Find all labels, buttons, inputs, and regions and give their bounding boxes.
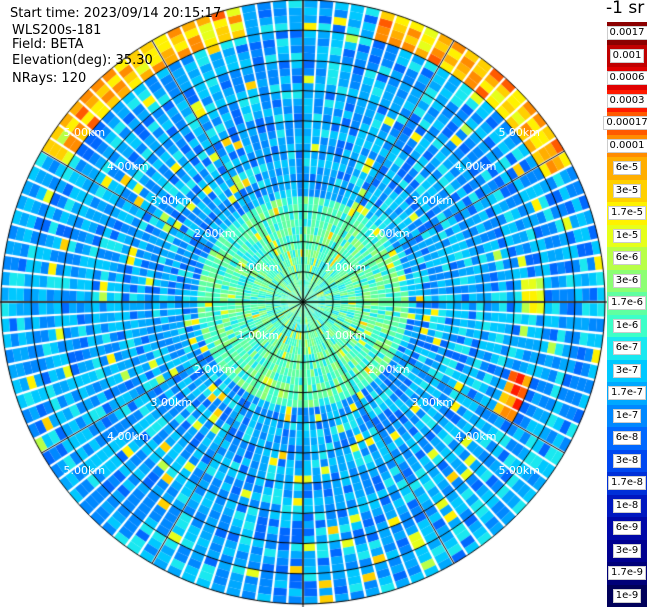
colorbar-tick-label: 0.00017	[603, 116, 647, 131]
colorbar-tick-label: 6e-7	[612, 341, 642, 356]
colorbar-cell: 1e-9	[607, 584, 647, 607]
range-ring-label: 4.00km	[107, 430, 149, 444]
range-ring-label: 1.00km	[237, 261, 280, 275]
range-ring-label: 3.00km	[150, 396, 193, 410]
colorbar-tick-label: 6e-9	[612, 521, 642, 536]
instrument-label: WLS200s-181	[12, 23, 102, 38]
colorbar-tick-label: 3e-6	[612, 273, 642, 288]
colorbar-cell: 0.00017	[603, 112, 647, 135]
range-ring-label: 3.00km	[150, 193, 193, 207]
colorbar-tick-label: 1.7e-8	[607, 476, 647, 491]
colorbar-cell: 0.0001	[606, 134, 647, 157]
range-ring-label: 2.00km	[194, 227, 236, 241]
colorbar-cell: 6e-5	[607, 157, 647, 180]
colorbar-tick-label: 0.001	[609, 48, 645, 63]
nrays-label: NRays: 120	[12, 71, 87, 86]
start-time-label: Start time: 2023/09/14 20:15:17	[10, 6, 222, 21]
colorbar-tick-label: 1.7e-7	[607, 386, 647, 401]
colorbar-cell: 6e-6	[607, 247, 647, 270]
colorbar-cell: 1e-8	[607, 494, 647, 517]
colorbar-tick-label: 1.7e-9	[607, 566, 647, 581]
range-ring-label: 4.00km	[454, 159, 497, 173]
range-ring-label: 3.00km	[411, 396, 454, 410]
colorbar-title: -1 sr	[606, 0, 645, 18]
range-ring-label: 3.00km	[411, 193, 454, 207]
range-ring-label: 1.00km	[237, 328, 280, 342]
colorbar-tick-label: 1e-7	[612, 408, 642, 423]
range-ring-label: 5.00km	[498, 464, 541, 478]
colorbar-cell: 1e-6	[607, 314, 647, 337]
colorbar-tick-label: 1e-5	[612, 228, 642, 243]
colorbar-cell: 1.7e-6	[607, 292, 647, 315]
colorbar-tick-label: 1e-9	[612, 588, 642, 603]
colorbar-tick-label: 6e-6	[612, 251, 642, 266]
colorbar-tick-label: 6e-8	[612, 431, 642, 446]
range-ring-label: 4.00km	[107, 159, 149, 173]
colorbar-cell: 3e-6	[607, 269, 647, 292]
colorbar-cell: 1.7e-5	[607, 202, 647, 225]
colorbar-cell: 1e-7	[607, 404, 647, 427]
colorbar-cell: 0.0003	[606, 89, 647, 112]
colorbar-cell: 0.0006	[606, 67, 647, 90]
colorbar-cell: 1.7e-8	[607, 472, 647, 495]
colorbar-cell: 0.0017	[606, 22, 647, 45]
colorbar-cell: 1e-5	[607, 224, 647, 247]
ppi-scan-plot	[0, 0, 607, 607]
range-ring-label: 5.00km	[63, 125, 106, 139]
colorbar-tick-label: 1e-8	[612, 498, 642, 513]
colorbar-cell: 6e-9	[607, 517, 647, 540]
range-ring-label: 2.00km	[194, 362, 236, 376]
range-ring-label: 5.00km	[498, 125, 541, 139]
colorbar-tick-label: 6e-5	[612, 161, 642, 176]
range-ring-label: 2.00km	[367, 227, 410, 241]
colorbar-tick-label: 1.7e-5	[607, 206, 647, 221]
colorbar-tick-label: 1.7e-6	[607, 296, 647, 311]
colorbar-cell: 3e-8	[607, 449, 647, 472]
range-ring-label: 4.00km	[454, 430, 497, 444]
colorbar-cell: 6e-7	[607, 337, 647, 360]
colorbar-tick-label: 0.0001	[606, 138, 647, 153]
range-ring-label: 5.00km	[63, 464, 106, 478]
colorbar-tick-label: 0.0017	[606, 26, 647, 41]
colorbar-cell: 6e-8	[607, 427, 647, 450]
colorbar-tick-label: 3e-8	[612, 453, 642, 468]
colorbar-tick-label: 1e-6	[612, 318, 642, 333]
colorbar-tick-label: 3e-7	[612, 363, 642, 378]
range-ring-label: 2.00km	[367, 362, 410, 376]
colorbar-cell: 0.001	[607, 44, 647, 67]
colorbar-tick-label: 0.0003	[606, 93, 647, 108]
range-ring-label: 1.00km	[324, 261, 367, 275]
range-ring-label: 1.00km	[324, 328, 367, 342]
colorbar-tick-label: 3e-9	[612, 543, 642, 558]
elevation-label: Elevation(deg): 35.30	[12, 53, 153, 68]
colorbar-cell: 1.7e-7	[607, 382, 647, 405]
colorbar-cell: 3e-7	[607, 359, 647, 382]
colorbar-cell: 3e-9	[607, 539, 647, 562]
colorbar-cell: 1.7e-9	[607, 562, 647, 585]
colorbar-tick-label: 0.0006	[606, 71, 647, 86]
field-label: Field: BETA	[12, 37, 84, 52]
colorbar-tick-label: 3e-5	[612, 183, 642, 198]
colorbar-cell: 3e-5	[607, 179, 647, 202]
